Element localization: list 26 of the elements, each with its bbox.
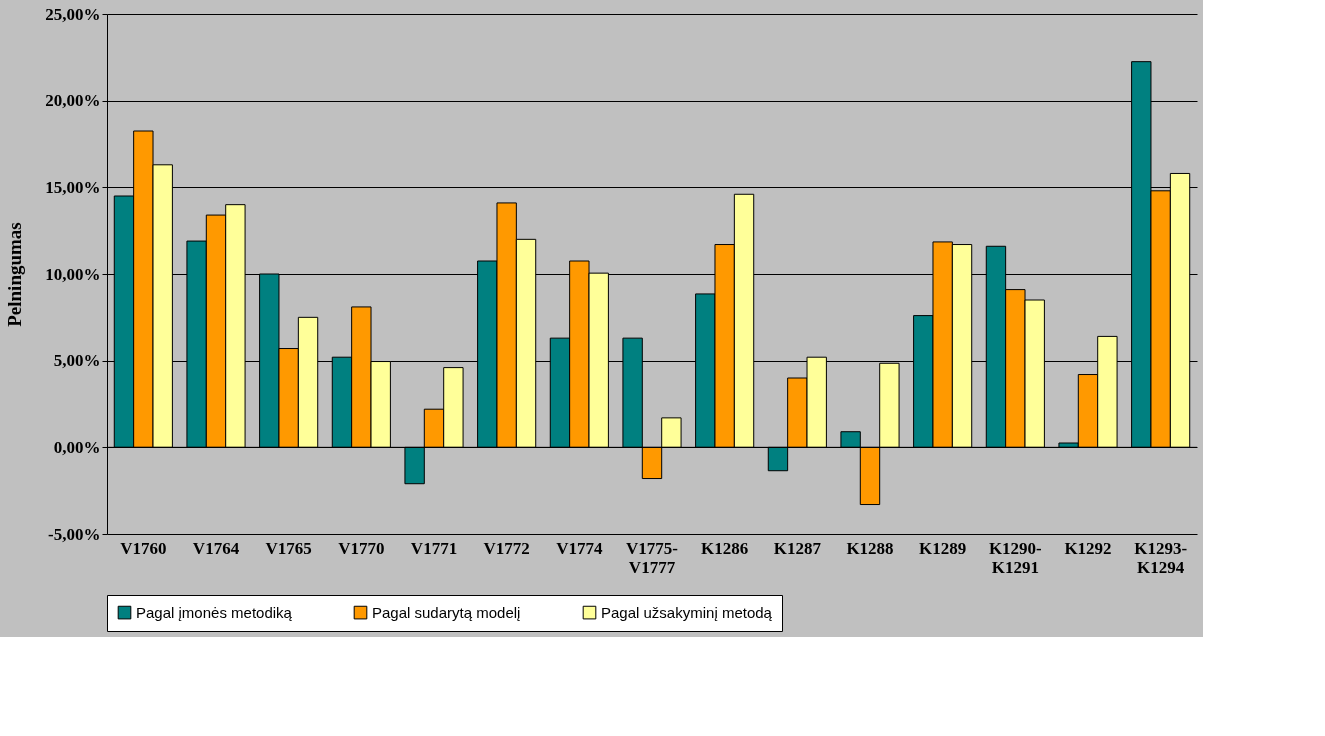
x-tick-label: V1771	[410, 538, 458, 558]
y-tick-label: 0,00%	[53, 437, 101, 457]
y-tick-label: 25,00%	[45, 4, 101, 24]
legend-label: Pagal sudarytą modelį	[372, 603, 521, 621]
y-tick-label: 20,00%	[45, 91, 101, 111]
x-tick-label: V1760	[120, 538, 167, 558]
x-tick-label: K1290-K1291	[988, 538, 1043, 577]
x-tick-label: K1289	[919, 538, 967, 558]
x-tick-label: K1287	[773, 538, 822, 558]
y-axis-title: Pelningumas	[4, 222, 26, 327]
legend-label: Pagal užsakyminį metodą	[601, 603, 773, 621]
x-tick-label: K1292	[1064, 538, 1112, 558]
x-tick-label: V1765	[265, 538, 312, 558]
x-tick-label: V1764	[192, 538, 240, 558]
x-tick-label: K1293-K1294	[1134, 538, 1188, 577]
x-tick-label: K1286	[701, 538, 749, 558]
x-tick-label: K1288	[846, 538, 894, 558]
x-tick-label: V1775-V1777	[626, 538, 679, 577]
x-tick-label: V1770	[338, 538, 385, 558]
y-tick-label: 15,00%	[45, 177, 101, 197]
x-tick-label: V1774	[556, 538, 603, 558]
y-tick-label: -5,00%	[48, 524, 101, 544]
y-tick-label: 10,00%	[45, 264, 101, 284]
x-tick-label: V1772	[483, 538, 530, 558]
y-tick-label: 5,00%	[53, 351, 101, 371]
legend-label: Pagal įmonės metodiką	[136, 603, 293, 621]
